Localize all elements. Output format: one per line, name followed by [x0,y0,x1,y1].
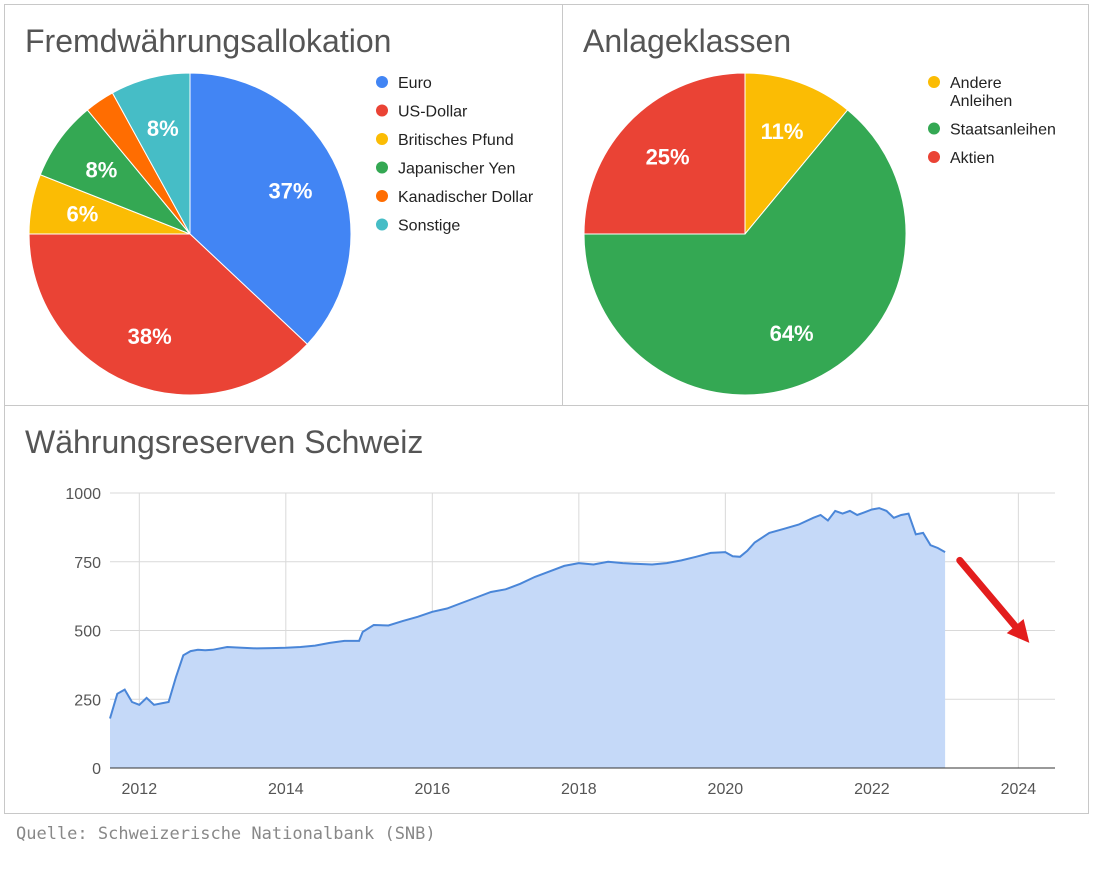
trend-arrow-head [1006,618,1030,643]
legend-marker-0-1 [376,104,388,117]
pie-slice-0-0 [189,72,352,345]
slice-label-0-2: 6% [67,201,99,226]
x-tick-4: 2020 [708,781,744,798]
y-tick-1: 250 [74,692,101,709]
legend-label-0-1: US-Dollar [398,104,468,121]
slice-label-1-1: 64% [770,321,814,346]
x-tick-6: 2024 [1001,781,1037,798]
legend-marker-0-0 [376,76,388,88]
reserves-panel: Währungsreserven Schweiz 0 250 500 750 1000 2… [4,405,1089,814]
trend-arrow-shaft [956,556,1019,630]
asset-classes-title: Anlageklassen [583,23,792,59]
legend-marker-0-2 [376,133,388,145]
pie-slice-0-1 [28,233,309,396]
legend-label-1-0-1: Anleihen [950,93,1012,110]
pie-slice-1-0 [744,72,849,236]
pie-slice-1-2 [583,72,746,235]
y-tick-3: 750 [74,555,101,572]
y-tick-2: 500 [74,624,101,641]
legend-label-1-1: Staatsanleihen [950,122,1056,139]
asset-classes-panel: Anlageklassen 11% 64% 25% Andere Anleihen Sta… [562,4,1089,406]
legend-label-0-2: Britisches Pfund [398,132,514,149]
legend-marker-1-2 [928,151,940,163]
reserves-line [109,507,946,719]
slice-label-0-5: 8% [147,116,179,141]
legend-label-0-4: Kanadischer Dollar [398,189,534,206]
currency-allocation-panel: Fremdwährungsallokation 37% 38% 6% 8% 8% Euro… [4,4,563,406]
reserves-area-chart: 0 250 500 750 1000 2012 2014 2016 2018 2020 2022 20… [65,486,1055,798]
x-tick-1: 2014 [268,781,304,798]
legend-marker-0-5 [376,218,388,231]
x-tick-0: 2012 [122,781,158,798]
x-tick-2: 2016 [415,781,451,798]
currency-pie-chart: 37% 38% 6% 8% 8% Euro US-Dollar Britisches Pfun… [28,72,534,396]
slice-label-0-1: 38% [128,324,172,349]
legend-marker-0-3 [376,161,388,174]
legend-marker-1-1 [928,122,940,135]
slice-label-1-0: 11% [761,119,804,144]
legend-marker-0-4 [376,190,388,202]
pie-slice-0-5 [111,72,191,235]
source-note: Quelle: Schweizerische Nationalbank (SNB… [16,824,436,844]
legend-label-1-0: Andere [950,75,1002,92]
legend-label-0-0: Euro [398,75,432,92]
reserves-title: Währungsreserven Schweiz [25,424,424,460]
slice-label-0-0: 37% [268,179,312,204]
pie-slice-1-1 [583,109,907,396]
legend-label-0-3: Japanischer Yen [398,161,515,178]
x-tick-3: 2018 [561,781,597,798]
slice-label-1-2: 25% [646,145,690,170]
slice-label-0-3: 8% [86,158,118,183]
y-tick-0: 0 [92,761,101,778]
x-tick-5: 2022 [854,781,890,798]
reserves-area-fill [110,508,946,768]
legend-marker-1-0 [928,76,940,88]
currency-allocation-title: Fremdwährungsallokation [25,23,392,59]
y-tick-4: 1000 [65,486,101,503]
legend-label-1-2: Aktien [950,150,994,167]
legend-label-0-5: Sonstige [398,218,460,235]
